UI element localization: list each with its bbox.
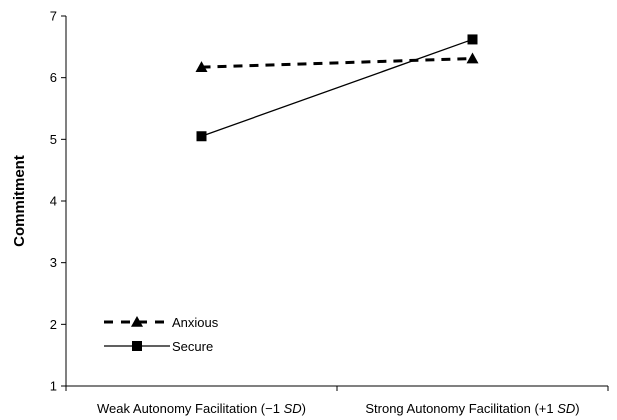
y-tick-label: 6 bbox=[50, 70, 57, 85]
y-tick-label: 4 bbox=[50, 194, 57, 209]
series-layer bbox=[195, 34, 479, 142]
legend-marker bbox=[131, 316, 143, 327]
legend: Anxious Secure bbox=[104, 315, 219, 354]
legend-item: Secure bbox=[104, 339, 213, 354]
series-anxious bbox=[195, 52, 479, 72]
y-tick-label: 7 bbox=[50, 9, 57, 24]
axes bbox=[65, 16, 609, 391]
y-axis-ticks: 1 2 3 4 5 6 7 bbox=[50, 9, 66, 394]
y-tick-label: 1 bbox=[50, 379, 57, 394]
legend-label: Anxious bbox=[172, 315, 219, 330]
y-tick-label: 3 bbox=[50, 255, 57, 270]
x-category-label: Weak Autonomy Facilitation (−1 SD) bbox=[97, 401, 306, 416]
y-tick-label: 2 bbox=[50, 317, 57, 332]
legend-marker bbox=[132, 341, 142, 351]
legend-label: Secure bbox=[172, 339, 213, 354]
legend-item: Anxious bbox=[104, 315, 219, 330]
data-point bbox=[467, 34, 478, 45]
series-secure bbox=[196, 34, 478, 142]
data-point bbox=[466, 52, 479, 64]
series-line bbox=[201, 38, 473, 137]
data-point bbox=[195, 61, 208, 72]
data-point bbox=[196, 131, 207, 142]
y-axis-label: Commitment bbox=[11, 155, 28, 247]
y-tick-label: 5 bbox=[50, 132, 57, 147]
x-axis-category-labels: Weak Autonomy Facilitation (−1 SD) Strong… bbox=[97, 401, 580, 416]
series-line bbox=[201, 57, 473, 69]
x-category-label: Strong Autonomy Facilitation (+1 SD) bbox=[365, 401, 579, 416]
